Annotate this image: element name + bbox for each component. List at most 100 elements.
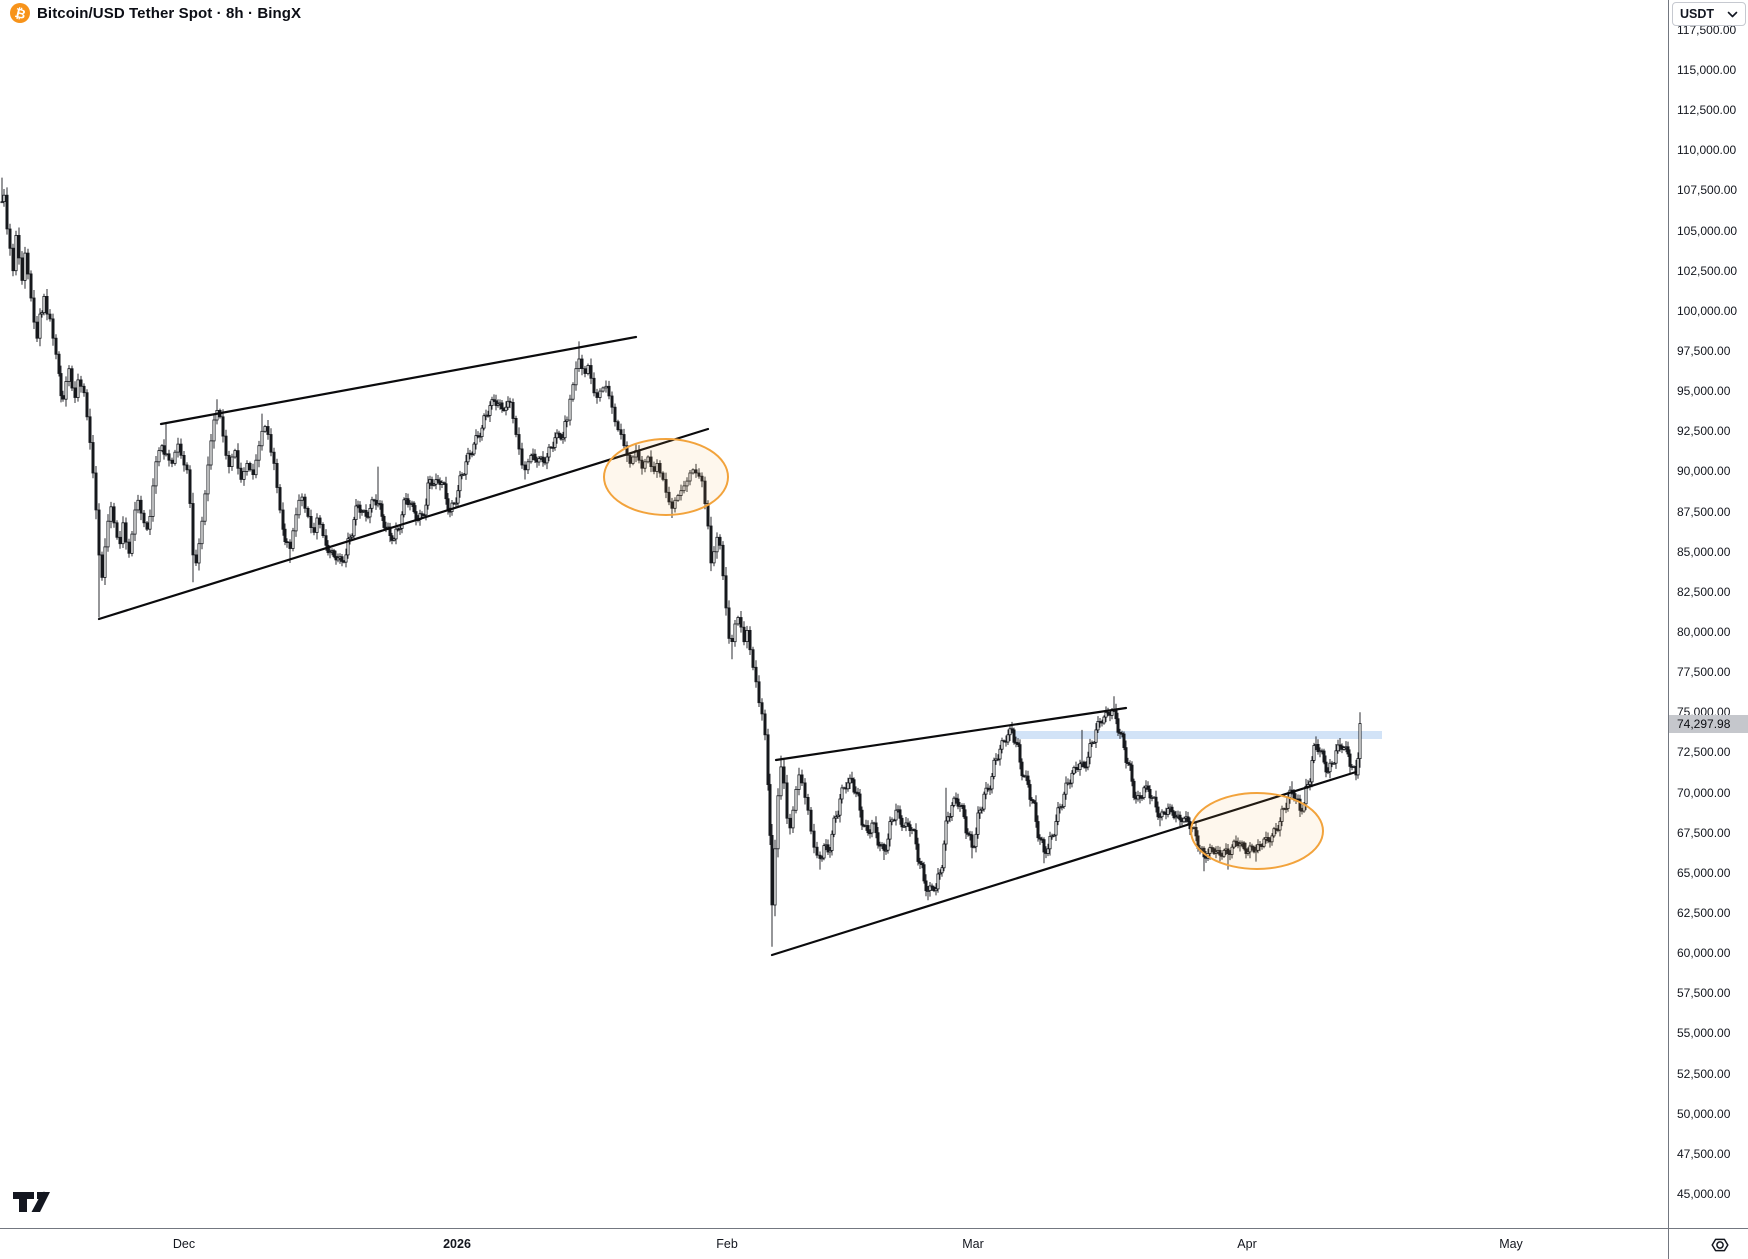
tradingview-logo[interactable] <box>13 1189 59 1220</box>
chart-plot-area[interactable]: ₿ Bitcoin/USD Tether Spot · 8h · BingX <box>0 0 1668 1228</box>
candle-down <box>145 522 149 530</box>
symbol-header: ₿ Bitcoin/USD Tether Spot · 8h · BingX <box>10 3 301 23</box>
time-axis[interactable]: Dec 2026 Feb Mar Apr May <box>0 1228 1748 1259</box>
candle-up <box>848 777 852 784</box>
candle-up <box>894 809 898 821</box>
candle-up <box>1222 850 1226 857</box>
candle-up <box>458 475 462 492</box>
trendline-wedge2-upper[interactable] <box>774 706 1128 762</box>
candle-up <box>1072 767 1076 774</box>
candle-up <box>424 504 428 516</box>
currency-unit-selector[interactable]: USDT <box>1672 2 1746 26</box>
candle-up <box>1312 745 1316 761</box>
candle-down <box>1346 746 1350 755</box>
candle-up <box>164 453 168 456</box>
candle-down <box>661 472 665 480</box>
candle-up <box>209 440 213 466</box>
candle-up <box>1342 747 1346 750</box>
candle-down <box>1038 837 1042 840</box>
candle-up <box>1000 740 1004 750</box>
settings-icon[interactable] <box>1706 1234 1734 1256</box>
candle-up <box>1232 840 1236 848</box>
candle-up <box>691 469 695 474</box>
candle-up <box>1328 762 1332 773</box>
candle-down <box>652 466 656 472</box>
candle-down <box>112 506 116 524</box>
candle-down <box>964 816 968 834</box>
candle-down <box>803 782 807 798</box>
candle-down <box>1226 848 1230 855</box>
price-tick: 105,000.00 <box>1677 223 1738 238</box>
candle-down <box>1124 747 1128 763</box>
candle-up <box>215 409 219 421</box>
candle-up <box>571 384 575 400</box>
candle-down <box>17 234 21 259</box>
candle-up <box>1356 758 1360 776</box>
price-tick: 90,000.00 <box>1677 464 1731 479</box>
candle-up <box>200 520 204 545</box>
candle-down <box>420 513 424 516</box>
candle-down <box>312 527 316 533</box>
price-tick: 82,500.00 <box>1677 584 1731 599</box>
horizontal-level-band[interactable] <box>1013 731 1382 739</box>
candle-down <box>622 434 626 447</box>
candle-up <box>260 430 264 447</box>
candle-up <box>598 390 602 398</box>
candle-up <box>673 499 677 509</box>
candle-up <box>1246 851 1250 854</box>
candle-up <box>38 313 42 339</box>
candle-down <box>1234 840 1238 843</box>
price-tick: 60,000.00 <box>1677 946 1731 961</box>
candle-up <box>464 461 468 475</box>
candle-down <box>1162 811 1166 814</box>
candle-up <box>776 795 780 850</box>
price-axis[interactable]: 117,500.00 115,000.00 112,500.00 110,000.00… <box>1668 0 1748 1228</box>
candle-down <box>922 864 926 882</box>
candle-down <box>703 480 707 505</box>
candle-up <box>712 551 716 564</box>
candle-up <box>840 787 844 800</box>
candle-down <box>390 535 394 541</box>
candle-up <box>555 432 559 439</box>
trendline-wedge1-upper[interactable] <box>159 335 638 426</box>
candle-down <box>856 792 860 795</box>
candle-down <box>281 509 285 530</box>
candle-down <box>541 456 545 463</box>
candle-up <box>984 787 988 795</box>
candle-down <box>266 426 270 435</box>
candle-up <box>176 443 180 453</box>
highlight-retest-ellipse-1[interactable] <box>603 438 729 516</box>
candle-up <box>1158 816 1162 819</box>
candle-down <box>272 451 276 464</box>
candlestick-chart[interactable] <box>0 0 1668 1228</box>
candle-up <box>990 776 994 790</box>
candle-up <box>838 798 842 816</box>
candle-down <box>970 834 974 848</box>
highlight-retest-ellipse-2[interactable] <box>1190 792 1324 870</box>
candle-down <box>45 295 49 315</box>
candle-down <box>500 402 504 410</box>
candle-down <box>8 228 12 249</box>
candle-down <box>1148 789 1152 799</box>
candle-down <box>583 368 587 374</box>
candle-down <box>309 516 313 529</box>
candle-down <box>800 774 804 784</box>
candle-up <box>398 528 402 530</box>
candle-up <box>1062 793 1066 808</box>
trendline-wedge1-lower[interactable] <box>97 427 710 621</box>
candle-down <box>444 483 448 500</box>
candle-down <box>517 434 521 450</box>
candle-up <box>561 437 565 440</box>
candle-down <box>139 499 143 514</box>
candle-up <box>136 499 140 511</box>
candle-down <box>269 434 273 453</box>
candle-down <box>1178 814 1182 821</box>
candle-up <box>64 381 68 400</box>
candle-down <box>874 822 878 834</box>
price-tick: 47,500.00 <box>1677 1146 1731 1161</box>
candle-up <box>496 403 500 406</box>
trendline-wedge2-lower[interactable] <box>770 770 1358 957</box>
candle-up <box>1102 716 1106 724</box>
price-tick: 52,500.00 <box>1677 1066 1731 1081</box>
candle-down <box>224 435 228 456</box>
